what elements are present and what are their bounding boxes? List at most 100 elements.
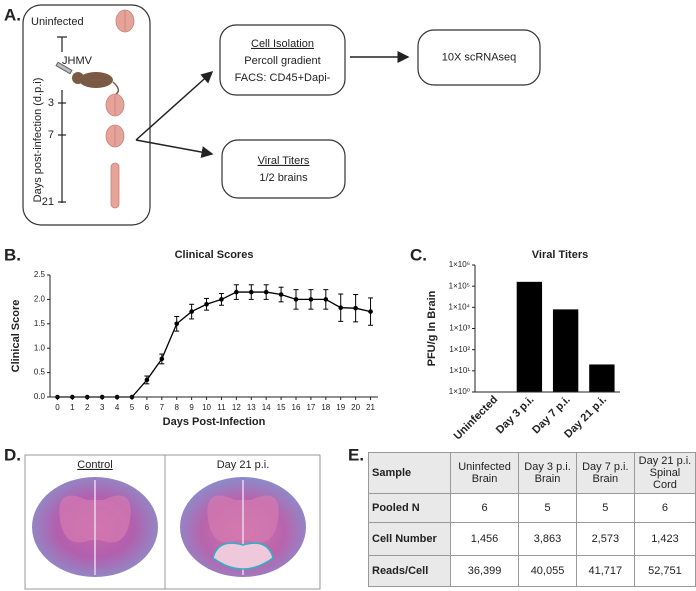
data-point [189, 309, 194, 314]
table-cell: Reads/Cell [368, 555, 451, 587]
table-cell: 6 [633, 493, 696, 523]
bar [516, 281, 543, 392]
table-cell: 41,717 [575, 555, 635, 587]
data-point [159, 356, 165, 362]
x-tick-label: 15 [277, 403, 286, 412]
workflow-arrow [135, 70, 214, 141]
x-tick-label: 4 [115, 403, 120, 412]
table-cell: 40,055 [518, 555, 577, 587]
table-row: Cell Number 1,456 3,863 2,573 1,423 [368, 522, 696, 556]
workflow-box-line: Percoll gradient [244, 55, 320, 67]
x-tick-label: 19 [336, 403, 345, 412]
y-tick-label: 1×10⁰ [449, 387, 470, 396]
workflow-box-line: FACS: CD45+Dapi- [235, 72, 331, 84]
day-label: 21 [42, 196, 54, 208]
data-point [353, 305, 358, 311]
y-tick-label: 2.0 [34, 295, 46, 304]
virus-label: JHMV [62, 55, 93, 67]
bar [552, 309, 579, 392]
data-point [338, 305, 344, 310]
table-cell: Day 21 p.i. Spinal Cord [633, 452, 696, 494]
y-tick-label: 0.0 [34, 392, 46, 401]
histology-label: Day 21 p.i. [217, 459, 270, 471]
x-tick-label: 11 [217, 403, 226, 412]
table-cell: Cell Number [368, 522, 451, 556]
x-tick-label: Day 3 p.i. [494, 394, 537, 437]
lesion-outline [212, 542, 274, 570]
histology-label: Control [77, 459, 112, 471]
x-tick-label: 6 [145, 403, 150, 412]
x-tick-label: 10 [202, 403, 211, 412]
syringe-icon [55, 61, 73, 75]
mouse-tail [112, 81, 120, 95]
table-cell: Day 7 p.i. Brain [575, 452, 635, 494]
data-point [248, 289, 254, 295]
data-point [293, 297, 299, 302]
mouse-head [72, 72, 84, 84]
table-cell: 6 [449, 493, 520, 523]
x-tick-label: 18 [321, 403, 330, 412]
series-line [57, 291, 371, 398]
table-cell: Sample [368, 452, 451, 494]
table-cell: Uninfected Brain [449, 452, 520, 494]
data-point [204, 301, 209, 307]
y-tick-label: 1×10⁶ [449, 260, 470, 269]
y-tick-label: 2.5 [34, 270, 46, 279]
x-tick-label: 21 [366, 403, 375, 412]
table-cell: 3,863 [518, 522, 577, 556]
data-point [278, 292, 284, 297]
table-cell: 36,399 [449, 555, 520, 587]
y-tick-label: 1×10² [449, 345, 470, 354]
x-tick-label: 1 [70, 403, 75, 412]
timeline-axis-label: Days post-infection (d.p.i) [32, 78, 44, 203]
uninfected-label: Uninfected [31, 16, 84, 28]
data-point [174, 321, 180, 327]
data-point [144, 377, 150, 383]
panel-label: B. [4, 245, 21, 264]
data-point [263, 289, 269, 295]
x-tick-label: 3 [100, 403, 105, 412]
y-axis-label: PFU/g In Brain [426, 290, 438, 366]
x-tick-label: Uninfected [452, 394, 501, 443]
data-point [219, 297, 224, 302]
workflow-box [221, 139, 346, 199]
workflow-box [219, 24, 346, 96]
x-tick-label: 9 [189, 403, 194, 412]
y-tick-label: 1×10⁵ [449, 281, 470, 290]
x-tick-label: 8 [175, 403, 180, 412]
data-point [308, 297, 314, 302]
workflow-arrow [135, 139, 214, 158]
y-axis-label: Clinical Score [10, 300, 22, 373]
data-point [234, 289, 239, 295]
table-cell: Pooled N [368, 493, 451, 523]
workflow-box-title: Cell Isolation [251, 38, 314, 50]
y-tick-label: 1×10¹ [449, 366, 470, 375]
spinal-cord-icon [110, 162, 120, 209]
chart-title: Viral Titers [532, 249, 588, 261]
workflow-box-title: Viral Titers [258, 155, 310, 167]
table-cell: Day 3 p.i. Brain [518, 452, 577, 494]
panel-label: D. [4, 445, 21, 464]
y-tick-label: 1.0 [34, 343, 46, 352]
x-tick-label: 13 [247, 403, 256, 412]
mouse-body [79, 72, 113, 88]
workflow-box-line: 1/2 brains [259, 172, 308, 184]
x-tick-label: 0 [55, 403, 60, 412]
table-cell: 52,751 [633, 555, 696, 587]
x-tick-label: 16 [292, 403, 301, 412]
bar [589, 364, 615, 392]
panel-label: E. [348, 445, 364, 464]
day-label: 7 [48, 129, 54, 141]
y-tick-label: 1×10³ [449, 324, 470, 333]
sample-table: Sample Uninfected Brain Day 3 p.i. Brain Da… [368, 452, 696, 587]
day-label: 3 [48, 97, 54, 109]
x-axis-label: Days Post-Infection [163, 416, 266, 428]
workflow-box-title: 10X scRNAseq [442, 51, 517, 63]
table-row: Sample Uninfected Brain Day 3 p.i. Brain Da… [368, 452, 696, 494]
panel-label: A. [4, 5, 21, 24]
table-cell: 5 [575, 493, 635, 523]
x-tick-label: 14 [262, 403, 271, 412]
data-point [368, 309, 373, 314]
